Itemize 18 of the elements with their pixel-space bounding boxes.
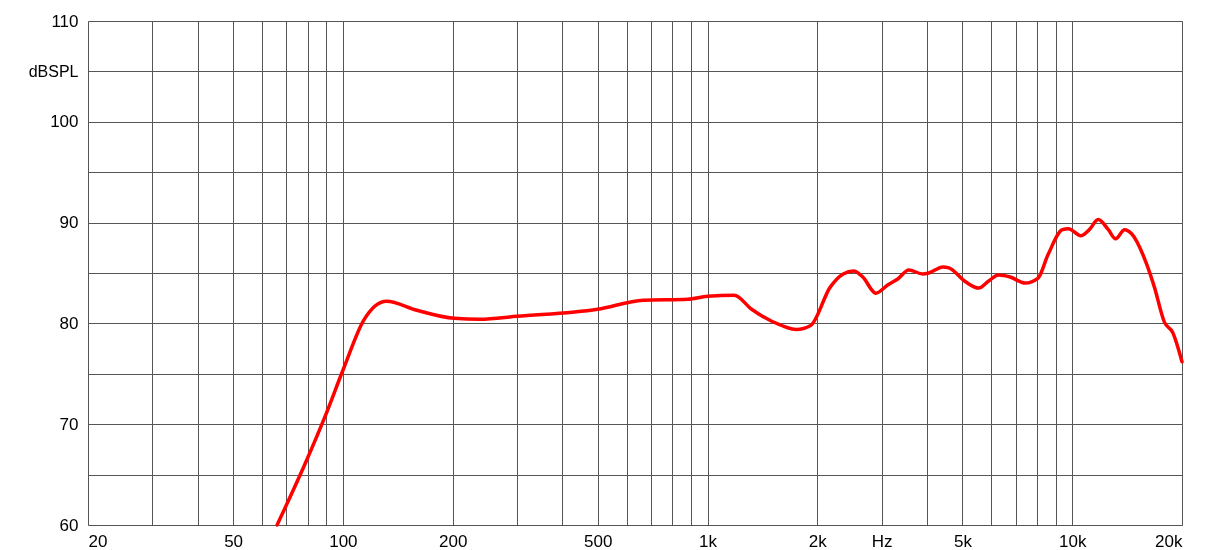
y-axis-title: dBSPL <box>28 62 79 80</box>
x-tick-label: 10k <box>1059 531 1087 550</box>
x-tick-label: 20 <box>88 531 108 550</box>
x-tick-label: 200 <box>438 531 468 550</box>
y-tick-label: 60 <box>59 515 79 535</box>
x-tick-label: 1k <box>699 531 718 550</box>
x-tick-label: 2k <box>808 531 828 550</box>
y-tick-label: 100 <box>50 112 79 132</box>
x-tick-label: 5k <box>953 531 973 550</box>
x-tick-label: 50 <box>224 531 244 550</box>
y-tick-label: 80 <box>59 313 79 333</box>
x-tick-label: 20k <box>1155 531 1183 550</box>
x-tick-label: Hz <box>871 531 893 550</box>
x-tick-label: 100 <box>329 531 358 550</box>
y-tick-label: 90 <box>59 213 79 233</box>
y-tick-label: 70 <box>59 414 79 434</box>
x-tick-label: 500 <box>584 531 613 550</box>
y-tick-label: 110 <box>51 11 79 31</box>
